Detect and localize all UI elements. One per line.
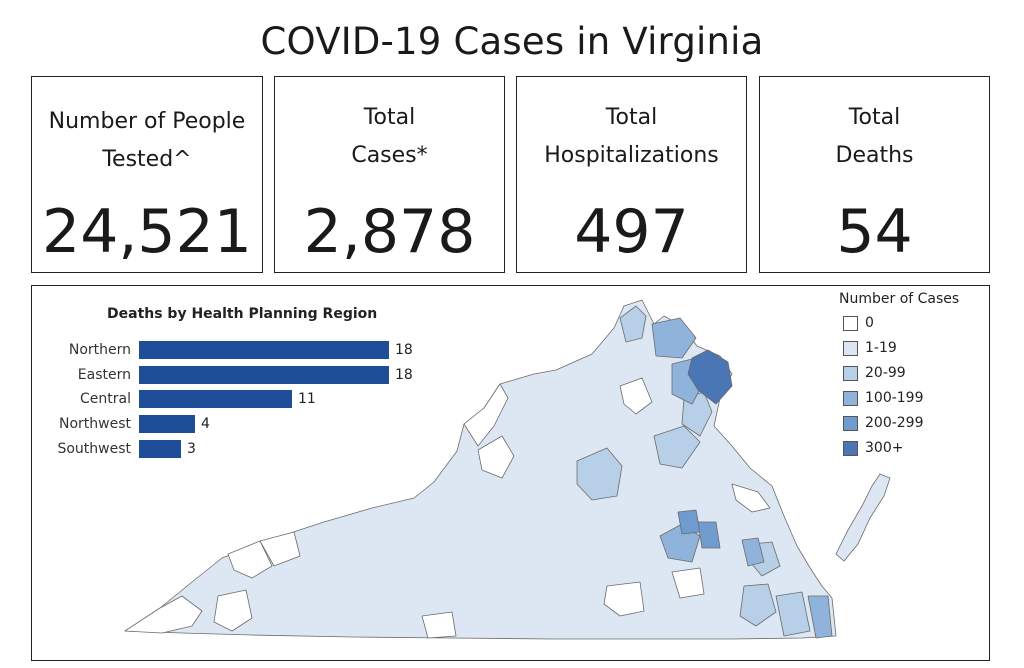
bar-label-northern: Northern (68, 342, 131, 358)
stat-value: 54 (836, 197, 913, 267)
stat-label-line1: Total (605, 105, 658, 130)
bar-label-northwest: Northwest (58, 416, 131, 432)
legend-label: 1-19 (865, 340, 897, 356)
stat-value: 24,521 (42, 197, 252, 267)
stat-label-line2: Tested^ (102, 147, 192, 172)
bar-northern[interactable] (139, 341, 389, 359)
map-county-100-199 (651, 317, 697, 359)
legend-item: 20-99 (843, 365, 983, 383)
map-county-20-99 (775, 591, 811, 637)
map-county-20-99 (619, 305, 647, 343)
chart-map-panel: Deaths by Health Planning Region Norther… (31, 285, 990, 661)
bar-value-central: 11 (298, 391, 316, 407)
map-county-zero (477, 435, 515, 479)
legend-label: 300+ (865, 440, 904, 456)
map-county-zero (227, 540, 273, 579)
legend-swatch (843, 416, 858, 431)
legend-label: 100-199 (865, 390, 924, 406)
stat-label: Total Hospitalizations (517, 99, 746, 175)
map-county-zero (671, 567, 705, 599)
bar-chart-title: Deaths by Health Planning Region (107, 306, 378, 322)
stat-label: Number of People Tested^ (32, 103, 262, 179)
bar-central[interactable] (139, 390, 292, 408)
page-title: COVID-19 Cases in Virginia (260, 20, 764, 63)
stat-label-line2: Cases* (351, 143, 428, 168)
legend-swatch (843, 341, 858, 356)
legend-title: Number of Cases (839, 291, 960, 307)
map-county-200-299 (677, 509, 701, 535)
map-county-zero (619, 377, 653, 415)
map-county-200-299 (697, 521, 721, 549)
legend-item: 0 (843, 315, 983, 333)
stat-label-line1: Total (363, 105, 416, 130)
legend-swatch (843, 316, 858, 331)
legend-item: 100-199 (843, 390, 983, 408)
map-county-100-199 (807, 595, 833, 639)
legend-item: 300+ (843, 440, 983, 458)
legend-label: 200-299 (865, 415, 924, 431)
legend-swatch (843, 391, 858, 406)
stat-value: 497 (574, 197, 689, 267)
stat-label-line1: Total (848, 105, 901, 130)
map-county-zero (259, 531, 301, 567)
bar-value-northern: 18 (395, 342, 413, 358)
map-state-outline (124, 299, 837, 640)
bar-value-eastern: 18 (395, 367, 413, 383)
stat-value: 2,878 (303, 197, 476, 267)
map-county-300-plus (687, 349, 733, 405)
map-county-20-99 (739, 583, 777, 627)
legend-label: 0 (865, 315, 874, 331)
bar-value-southwest: 3 (187, 441, 196, 457)
stat-card-total-hospitalizations: Total Hospitalizations 497 (516, 76, 747, 273)
map-county-zero (213, 589, 253, 632)
map-county-zero (463, 383, 509, 447)
map-county-20-99 (576, 447, 623, 501)
legend-label: 20-99 (865, 365, 906, 381)
map-county-zero (731, 483, 771, 513)
stat-label: Total Deaths (760, 99, 989, 175)
bar-southwest[interactable] (139, 440, 181, 458)
virginia-county-map[interactable] (32, 286, 988, 660)
stat-label-line2: Deaths (835, 143, 914, 168)
legend-swatch (843, 441, 858, 456)
stat-card-total-cases: Total Cases* 2,878 (274, 76, 505, 273)
stat-card-people-tested: Number of People Tested^ 24,521 (31, 76, 263, 273)
bar-label-central: Central (80, 391, 131, 407)
map-county-100-199 (741, 537, 765, 567)
bar-label-southwest: Southwest (57, 441, 131, 457)
map-eastern-shore (835, 473, 891, 562)
legend-swatch (843, 366, 858, 381)
map-county-zero (603, 581, 645, 617)
legend-item: 200-299 (843, 415, 983, 433)
stat-label-line1: Number of People (48, 109, 246, 134)
bar-eastern[interactable] (139, 366, 389, 384)
bar-northwest[interactable] (139, 415, 195, 433)
legend-item: 1-19 (843, 340, 983, 358)
stat-label-line2: Hospitalizations (544, 143, 719, 168)
map-county-zero (124, 595, 203, 634)
map-county-20-99 (653, 425, 701, 469)
stat-label: Total Cases* (275, 99, 504, 175)
bar-label-eastern: Eastern (77, 367, 131, 383)
map-county-zero (421, 611, 457, 639)
bar-value-northwest: 4 (201, 416, 210, 432)
stat-card-total-deaths: Total Deaths 54 (759, 76, 990, 273)
